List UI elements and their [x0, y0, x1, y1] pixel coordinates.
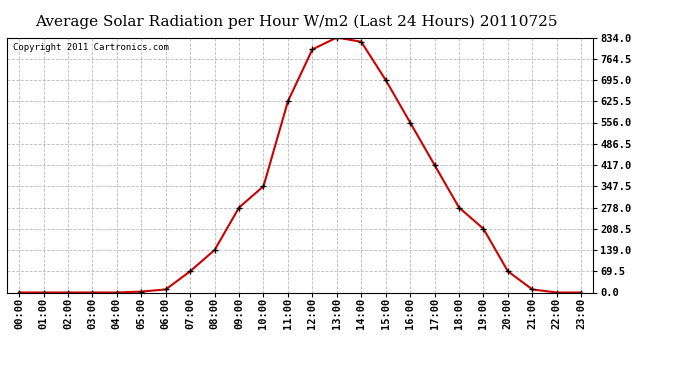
Text: Copyright 2011 Cartronics.com: Copyright 2011 Cartronics.com	[13, 43, 168, 52]
Text: Average Solar Radiation per Hour W/m2 (Last 24 Hours) 20110725: Average Solar Radiation per Hour W/m2 (L…	[35, 15, 558, 29]
